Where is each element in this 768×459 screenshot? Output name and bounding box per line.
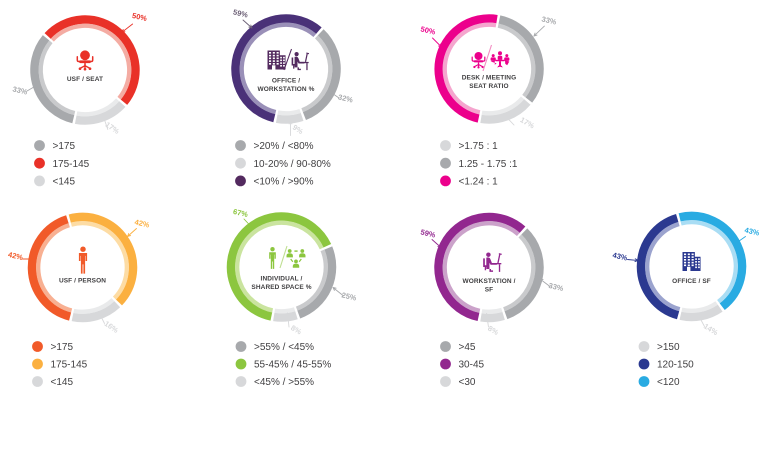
svg-text:USF / PERSON: USF / PERSON <box>59 277 106 284</box>
svg-text:<10% / >90%: <10% / >90% <box>254 177 314 188</box>
svg-text:59%: 59% <box>232 7 249 19</box>
svg-text:33%: 33% <box>548 281 565 293</box>
svg-text:>20% / <80%: >20% / <80% <box>254 141 314 152</box>
svg-text:42%: 42% <box>7 250 24 262</box>
svg-text:>150: >150 <box>657 342 680 353</box>
svg-text:10-20% / 90-80%: 10-20% / 90-80% <box>254 159 331 170</box>
svg-text:<1.24 : 1: <1.24 : 1 <box>459 177 499 188</box>
svg-text:WORKSTATION %: WORKSTATION % <box>257 86 314 93</box>
svg-text:67%: 67% <box>232 207 249 219</box>
svg-text:>175: >175 <box>51 342 74 353</box>
svg-text:43%: 43% <box>744 225 761 237</box>
svg-text:25%: 25% <box>341 290 358 302</box>
svg-text:>55% / <45%: >55% / <45% <box>254 342 314 353</box>
svg-text:WORKSTATION /: WORKSTATION / <box>462 278 515 285</box>
svg-text:>45: >45 <box>459 342 476 353</box>
svg-text:>1.75 : 1: >1.75 : 1 <box>459 141 499 152</box>
svg-text:<145: <145 <box>51 377 74 388</box>
svg-text:32%: 32% <box>337 92 354 104</box>
svg-text:1.25 - 1.75 :1: 1.25 - 1.75 :1 <box>459 159 518 170</box>
svg-text:USF / SEAT: USF / SEAT <box>67 76 103 83</box>
svg-text:33%: 33% <box>541 14 558 26</box>
svg-text:DESK / MEETING: DESK / MEETING <box>462 74 517 81</box>
svg-text:175-145: 175-145 <box>51 360 88 371</box>
svg-text:SEAT RATIO: SEAT RATIO <box>469 83 508 90</box>
svg-text:50%: 50% <box>420 24 437 36</box>
svg-text:120-150: 120-150 <box>657 360 694 371</box>
svg-text:OFFICE / SF: OFFICE / SF <box>672 278 711 285</box>
svg-text:<145: <145 <box>53 177 76 188</box>
svg-text:OFFICE /: OFFICE / <box>272 78 300 85</box>
svg-text:175-145: 175-145 <box>53 159 90 170</box>
svg-text:INDIVIDUAL /: INDIVIDUAL / <box>261 276 303 283</box>
svg-text:42%: 42% <box>134 217 151 229</box>
svg-text:SHARED SPACE %: SHARED SPACE % <box>251 284 311 291</box>
svg-text:SF: SF <box>485 287 494 294</box>
svg-text:<30: <30 <box>459 377 476 388</box>
svg-text:33%: 33% <box>12 84 29 96</box>
svg-text:<45% / >55%: <45% / >55% <box>254 377 314 388</box>
svg-text:59%: 59% <box>420 227 437 239</box>
svg-text:55-45% / 45-55%: 55-45% / 45-55% <box>254 360 331 371</box>
svg-text:43%: 43% <box>612 250 629 262</box>
svg-text:30-45: 30-45 <box>459 360 485 371</box>
svg-text:<120: <120 <box>657 377 680 388</box>
svg-text:>175: >175 <box>53 141 76 152</box>
svg-text:50%: 50% <box>131 11 148 23</box>
